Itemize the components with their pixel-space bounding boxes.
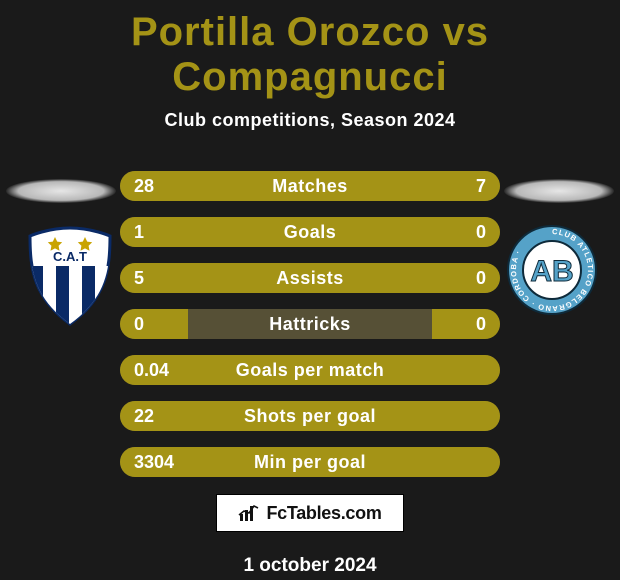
stat-value-left: 0 bbox=[120, 309, 190, 339]
logo-shadow-left bbox=[6, 179, 116, 203]
stat-row: 28Matches7 bbox=[120, 171, 500, 201]
stat-value-right: 0 bbox=[430, 263, 500, 293]
stat-value-right: 7 bbox=[430, 171, 500, 201]
stat-label: Min per goal bbox=[190, 447, 430, 477]
stat-label: Goals per match bbox=[190, 355, 430, 385]
stat-row: 22Shots per goal bbox=[120, 401, 500, 431]
stat-label: Matches bbox=[190, 171, 430, 201]
stat-value-left: 1 bbox=[120, 217, 190, 247]
page-title: Portilla Orozco vs Compagnucci bbox=[0, 0, 620, 102]
stat-value-left: 0.04 bbox=[120, 355, 190, 385]
stat-rows: 28Matches71Goals05Assists00Hattricks00.0… bbox=[120, 149, 500, 477]
footer-date: 1 october 2024 bbox=[0, 533, 620, 577]
subtitle: Club competitions, Season 2024 bbox=[0, 102, 620, 149]
title-vs: vs bbox=[443, 10, 490, 54]
club-logo-left: C.A.T bbox=[22, 224, 118, 333]
stat-row: 5Assists0 bbox=[120, 263, 500, 293]
stage: C.A.T CLUB ATLETICO BELGRANO · CORDOBA ·… bbox=[0, 149, 620, 577]
stat-value-right: 0 bbox=[430, 309, 500, 339]
stat-label: Shots per goal bbox=[190, 401, 430, 431]
logo-right-letters: AB bbox=[530, 255, 573, 288]
stat-row: 0.04Goals per match bbox=[120, 355, 500, 385]
stat-value-right: 0 bbox=[430, 217, 500, 247]
stat-value-left: 3304 bbox=[120, 447, 190, 477]
logo-left-letters: C.A.T bbox=[53, 249, 87, 264]
roundel-icon: CLUB ATLETICO BELGRANO · CORDOBA · AB bbox=[506, 224, 598, 316]
stat-label: Hattricks bbox=[190, 309, 430, 339]
title-player2: Compagnucci bbox=[172, 55, 447, 99]
stat-value-right bbox=[430, 355, 500, 385]
stat-value-left: 5 bbox=[120, 263, 190, 293]
logo-shadow-right bbox=[504, 179, 614, 203]
stat-value-right bbox=[430, 401, 500, 431]
comparison-card: Portilla Orozco vs Compagnucci Club comp… bbox=[0, 0, 620, 580]
stat-row: 1Goals0 bbox=[120, 217, 500, 247]
stat-row: 3304Min per goal bbox=[120, 447, 500, 477]
stat-row: 0Hattricks0 bbox=[120, 309, 500, 339]
chart-icon bbox=[238, 503, 260, 523]
shield-icon: C.A.T bbox=[22, 224, 118, 328]
stat-label: Goals bbox=[190, 217, 430, 247]
stat-label: Assists bbox=[190, 263, 430, 293]
title-player1: Portilla Orozco bbox=[131, 10, 431, 54]
footer-badge[interactable]: FcTables.com bbox=[215, 493, 405, 533]
club-logo-right: CLUB ATLETICO BELGRANO · CORDOBA · AB bbox=[506, 224, 598, 321]
footer-site: FcTables.com bbox=[266, 503, 381, 524]
stat-value-left: 28 bbox=[120, 171, 190, 201]
stat-value-right bbox=[430, 447, 500, 477]
stat-value-left: 22 bbox=[120, 401, 190, 431]
